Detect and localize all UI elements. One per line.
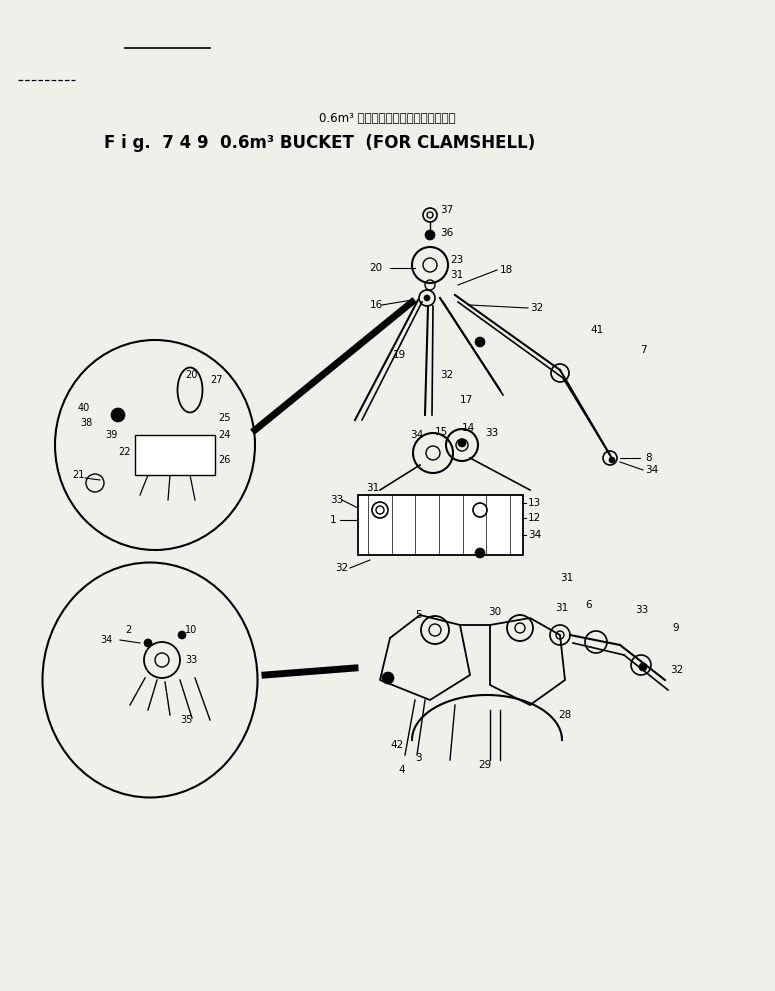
Text: 32: 32	[335, 563, 348, 573]
Text: 35: 35	[180, 715, 192, 725]
Text: 22: 22	[118, 447, 130, 457]
Text: 0.6m³ バケット　クラム　シェル　用: 0.6m³ バケット クラム シェル 用	[319, 112, 456, 125]
Text: 1: 1	[330, 515, 336, 525]
Text: 2: 2	[125, 625, 131, 635]
Text: 40: 40	[78, 403, 90, 413]
Text: 17: 17	[460, 395, 474, 405]
Text: 32: 32	[530, 303, 543, 313]
Text: 7: 7	[640, 345, 646, 355]
Circle shape	[639, 663, 647, 671]
Text: 24: 24	[218, 430, 230, 440]
Text: 37: 37	[440, 205, 453, 215]
Text: 6: 6	[585, 600, 591, 610]
Text: 34: 34	[645, 465, 658, 475]
Text: 38: 38	[80, 418, 92, 428]
Circle shape	[111, 408, 125, 422]
Text: 14: 14	[462, 423, 475, 433]
Text: 4: 4	[398, 765, 405, 775]
Text: 26: 26	[218, 455, 230, 465]
Text: 33: 33	[485, 428, 498, 438]
Text: 16: 16	[370, 300, 384, 310]
Text: 32: 32	[440, 370, 453, 380]
Circle shape	[144, 639, 152, 647]
Text: 33: 33	[185, 655, 198, 665]
Text: 5: 5	[415, 610, 422, 620]
Text: 27: 27	[210, 375, 222, 385]
Text: 34: 34	[100, 635, 112, 645]
Text: 28: 28	[558, 710, 571, 720]
Text: 13: 13	[528, 498, 541, 508]
Circle shape	[475, 548, 485, 558]
Circle shape	[609, 457, 615, 463]
Text: 9: 9	[672, 623, 679, 633]
Text: 29: 29	[478, 760, 491, 770]
Bar	[135, 435, 215, 475]
Bar	[358, 495, 523, 555]
Text: 31: 31	[366, 483, 379, 493]
Text: 31: 31	[450, 270, 463, 280]
Text: 31: 31	[560, 573, 574, 583]
Text: 41: 41	[590, 325, 603, 335]
Text: 18: 18	[500, 265, 513, 275]
Circle shape	[382, 672, 394, 684]
Text: 30: 30	[488, 607, 501, 617]
Text: 32: 32	[670, 665, 684, 675]
Text: 19: 19	[393, 350, 406, 360]
Text: 3: 3	[415, 753, 422, 763]
Text: 21: 21	[72, 470, 84, 480]
Text: 33: 33	[330, 495, 343, 505]
Circle shape	[425, 230, 435, 240]
Text: 36: 36	[440, 228, 453, 238]
Text: 33: 33	[635, 605, 648, 615]
Text: F i g.  7 4 9  0.6m³ BUCKET  (FOR CLAMSHELL): F i g. 7 4 9 0.6m³ BUCKET (FOR CLAMSHELL…	[105, 134, 536, 152]
Circle shape	[458, 439, 466, 447]
Text: 23: 23	[450, 255, 463, 265]
Text: 20: 20	[369, 263, 382, 273]
Text: 31: 31	[555, 603, 568, 613]
Text: 15: 15	[435, 427, 448, 437]
Text: 34: 34	[528, 530, 541, 540]
Circle shape	[178, 631, 186, 639]
Circle shape	[475, 337, 485, 347]
Text: 20: 20	[185, 370, 198, 380]
Text: 8: 8	[645, 453, 652, 463]
Text: 12: 12	[528, 513, 541, 523]
Text: 10: 10	[185, 625, 198, 635]
Text: 25: 25	[218, 413, 230, 423]
Text: 34: 34	[410, 430, 423, 440]
Circle shape	[424, 295, 430, 301]
Text: 39: 39	[105, 430, 117, 440]
Text: 42: 42	[390, 740, 403, 750]
